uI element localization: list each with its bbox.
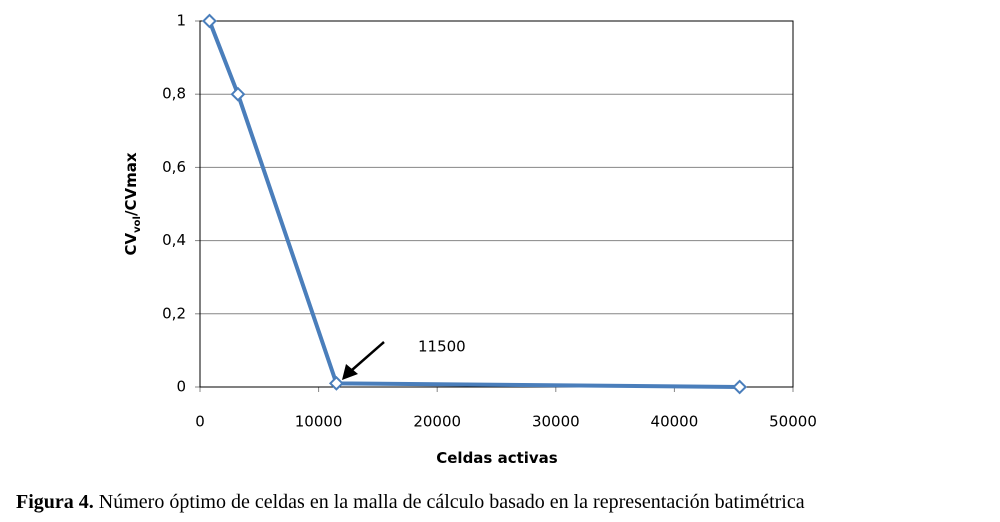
x-axis-label: Celdas activas — [436, 449, 558, 467]
y-tick-label: 0,8 — [162, 85, 186, 103]
y-label-main: CV — [122, 232, 140, 255]
data-point — [202, 13, 217, 29]
x-tick-label: 50000 — [769, 413, 817, 431]
y-tick-label: 0 — [176, 378, 186, 396]
y-label-sub: vol — [132, 216, 143, 233]
x-tick-label: 40000 — [651, 413, 699, 431]
y-tick-label: 0,6 — [162, 158, 186, 176]
annotation-arrowhead — [342, 364, 358, 380]
data-point — [732, 379, 748, 395]
data-line — [207, 20, 740, 389]
annotation: 11500 — [418, 338, 466, 356]
caption-text: Número óptimo de celdas en la malla de c… — [94, 491, 805, 513]
x-tick-label: 30000 — [532, 413, 580, 431]
data-point — [328, 375, 344, 391]
y-tick-label: 0,4 — [162, 231, 186, 249]
y-label-rest: /CVmax — [122, 152, 140, 216]
y-tick-label: 1 — [176, 12, 186, 30]
data-point — [230, 86, 246, 102]
x-tick-label: 20000 — [413, 413, 461, 431]
caption-label: Figura 4. — [16, 491, 94, 513]
x-tick-label: 10000 — [295, 413, 343, 431]
annotation-arrow — [351, 341, 385, 371]
caption: Figura 4. Número óptimo de celdas en la … — [16, 491, 805, 513]
y-axis-label: CVvol/CVmax — [122, 152, 143, 255]
plot-frame — [199, 20, 794, 388]
y-tick-label: 0,2 — [162, 304, 186, 322]
x-tick-label: 0 — [195, 413, 205, 431]
